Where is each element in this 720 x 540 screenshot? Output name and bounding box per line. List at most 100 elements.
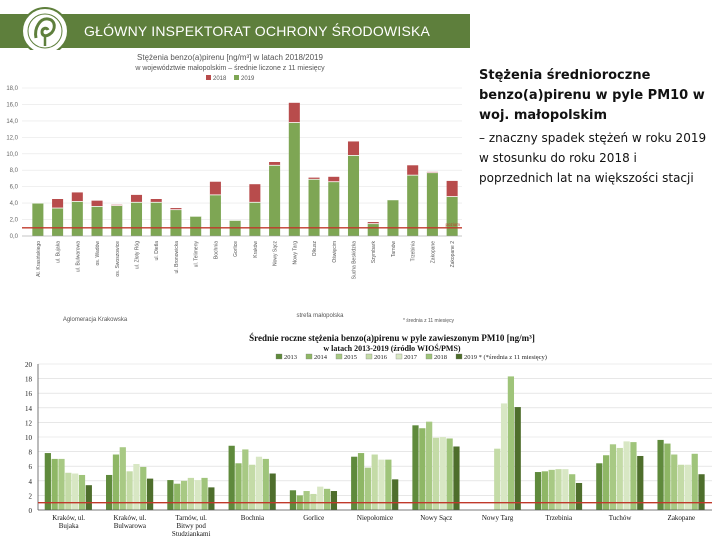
chart1-bar-2019 [150,202,162,236]
chart2-bar [106,474,113,510]
chart2-bar [494,448,501,510]
chart2-y-tick: 16 [25,390,33,398]
chart1-reference-label: poziom [445,222,460,227]
chart2-subtitle: w latach 2013-2019 (źródło WIOŚ/PMS) [323,343,461,353]
chart2-y-tick: 10 [25,434,33,442]
chart2-x-tick: Niepołomice [357,514,393,522]
chart2-bars [38,376,712,511]
chart1-bar-2018 [407,165,419,176]
chart2-legend-label: 2019 * (*średnia z 11 miesięcy) [464,354,547,361]
chart2-bar [58,458,65,510]
chart2-bar [426,421,433,510]
chart2-bar [119,447,126,510]
chart1-bar-2019 [308,179,320,236]
chart1-bar-2019 [32,203,44,236]
chart2-bar [371,454,378,510]
chart-2018-2019: Stężenia benzo(a)pirenu [ng/m³] w latach… [0,50,470,330]
chart2-bar [446,438,453,510]
chart2-bar [453,446,460,510]
chart-2013-2019: Średnie roczne stężenia benzo(a)pirenu w… [25,333,712,538]
chart1-x-tick: Kraków [253,241,259,258]
chart1-bar-2018 [71,192,83,202]
chart1-bar-2018 [446,180,458,197]
chart1-x-tick: Nowy Sącz [273,241,279,267]
chart2-bar [569,474,576,510]
chart1-x-tick: Bochnia [213,241,219,259]
chart2-bar [392,479,399,510]
chart1-y-tick: 0,0 [10,234,19,240]
chart1-bar-2018 [209,181,221,195]
chart1-y-tick: 12,0 [6,135,18,141]
chart1-y-tick: 18,0 [6,86,18,92]
chart1-bar-2018 [328,176,340,182]
chart2-legend-label: 2015 [344,354,357,361]
chart2-x-tick: Zakopane [668,514,696,522]
chart2-bar [677,464,685,510]
chart2-bar [684,464,692,510]
chart1-bar-2018 [308,177,320,180]
chart2-legend-swatch [455,353,463,360]
chart1-x-tick: Trzebinia [411,241,417,262]
chart2-x-tick: Kraków, ul. Bujaka [52,514,85,530]
chart2-bar [691,453,698,510]
chart1-x-tick: ul. Telimeny [194,241,200,268]
chart2-bar [439,437,446,510]
chart1-bar-2019 [71,201,83,236]
chart2-bar [140,466,147,510]
chart1-legend: 2018 2019 [206,75,255,82]
chart2-y-tick: 6 [29,463,33,471]
header-bar [0,14,470,48]
chart2-bar [616,447,623,510]
chart2-x-tick: Bochnia [241,514,265,522]
chart2-legend-label: 2018 [434,354,447,361]
chart2-bar [514,407,521,510]
chart1-y-tick: 8,0 [10,168,19,174]
chart2-legend-label: 2017 [404,354,418,361]
chart1-bar-2018 [150,199,162,203]
chart2-bar [323,488,331,510]
chart2-bar [180,480,188,510]
chart2-bar [133,464,140,510]
chart1-bar-2019 [426,172,438,236]
chart1-bar-2019 [170,209,182,236]
chart1-bar-2019 [209,194,221,236]
chart2-bar [201,477,208,510]
chart1-bar-2019 [347,155,360,236]
chart2-bar [194,480,201,510]
chart2-bar [609,444,617,510]
chart2-bar [112,454,120,510]
chart2-x-tick: Tuchów [609,514,633,522]
chart2-title: Średnie roczne stężenia benzo(a)pirenu w… [249,333,535,343]
chart2-bar [630,442,637,510]
chart1-group-label-1: Aglomeracja Krakowska [63,317,128,323]
chart2-legend-swatch [395,353,403,360]
chart1-bar-2019 [269,165,281,236]
chart2-bar [541,471,548,510]
chart2-bar [146,478,154,510]
chart2-bar [664,443,671,510]
chart1-bar-2019 [91,206,103,236]
chart2-x-labels: Kraków, ul. Bujaka Kraków, ul. Bulwarowa Tar… [52,514,695,538]
chart1-bar-2019 [367,223,379,236]
chart2-bar [500,403,508,510]
chart2-bar [242,449,249,510]
chart2-bar [65,472,72,510]
chart1-y-tick: 4,0 [10,201,19,207]
chart1-bar-2018 [130,194,143,203]
chart2-bar [167,480,174,510]
chart2-legend-swatch [335,353,343,360]
chart2-bar [412,425,419,510]
chart1-bar-2018 [426,171,438,173]
chart2-legend-swatch [275,353,283,360]
description: Stężenia średnioroczne benzo(a)pirenu w … [479,66,711,188]
chart2-y-tick: 2 [29,492,33,500]
chart2-y-tick: 4 [29,478,33,486]
chart2-bar [534,472,542,510]
chart1-bar-2019 [328,181,340,236]
chart1-x-tick: ul. Złoty Róg [135,241,141,269]
chart2-legend-label: 2016 [374,354,388,361]
chart2-y-tick: 20 [25,361,33,369]
chart1-y-tick: 16,0 [6,102,18,108]
chart1-x-tick: ul. Bulwarowa [75,241,81,272]
chart1-bar-2018 [347,141,360,156]
